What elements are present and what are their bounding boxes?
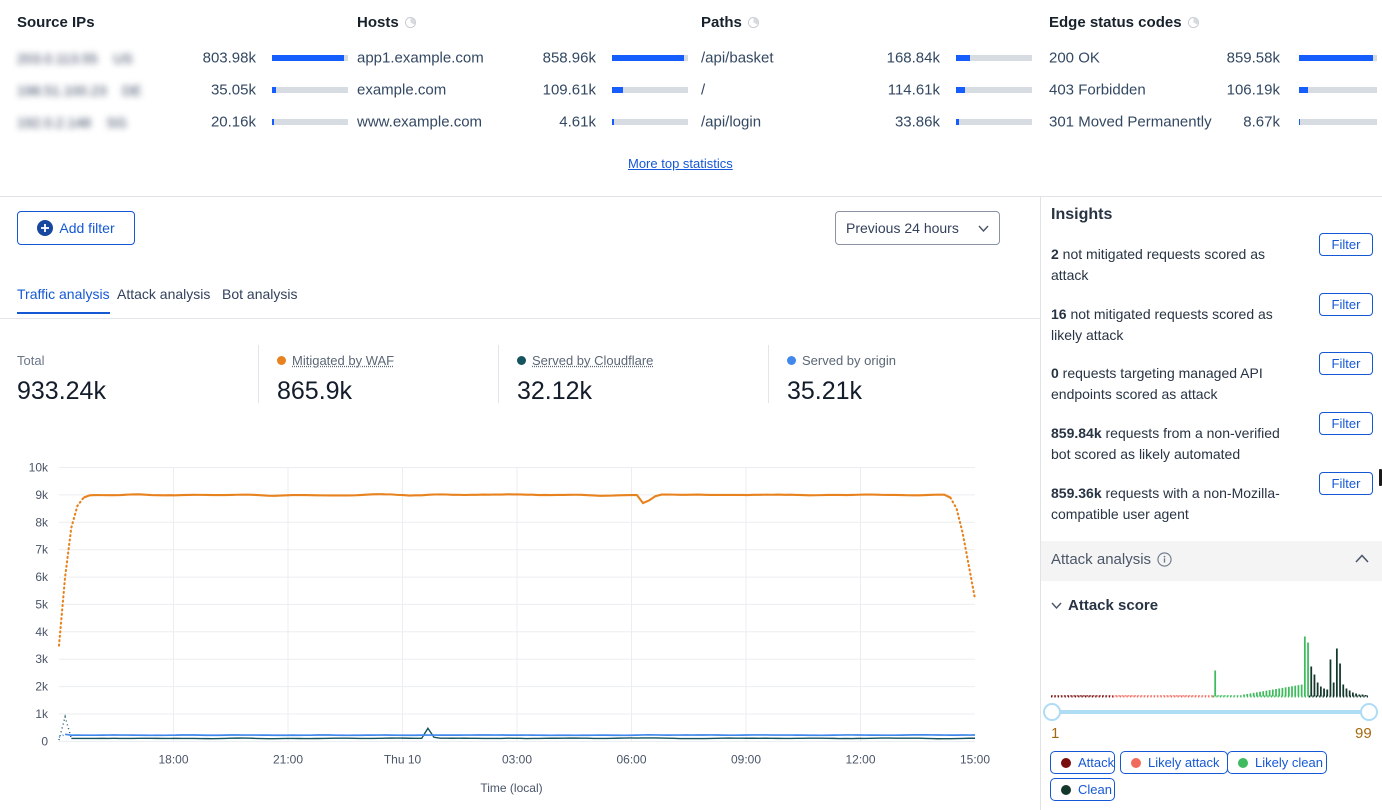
svg-text:8k: 8k [35, 515, 49, 529]
svg-text:4k: 4k [35, 625, 49, 639]
svg-text:5k: 5k [35, 597, 49, 611]
svg-text:18:00: 18:00 [158, 752, 188, 766]
svg-text:09:00: 09:00 [731, 752, 761, 766]
svg-text:03:00: 03:00 [502, 752, 532, 766]
svg-text:7k: 7k [35, 543, 49, 557]
svg-text:15:00: 15:00 [960, 752, 990, 766]
svg-text:9k: 9k [35, 488, 49, 502]
svg-text:0: 0 [41, 734, 48, 748]
svg-text:3k: 3k [35, 652, 49, 666]
svg-text:Thu 10: Thu 10 [384, 752, 422, 766]
svg-text:10k: 10k [29, 461, 49, 475]
svg-text:2k: 2k [35, 680, 49, 694]
svg-text:21:00: 21:00 [273, 752, 303, 766]
svg-text:12:00: 12:00 [845, 752, 875, 766]
svg-text:1k: 1k [35, 707, 49, 721]
svg-text:06:00: 06:00 [616, 752, 646, 766]
svg-text:6k: 6k [35, 570, 49, 584]
